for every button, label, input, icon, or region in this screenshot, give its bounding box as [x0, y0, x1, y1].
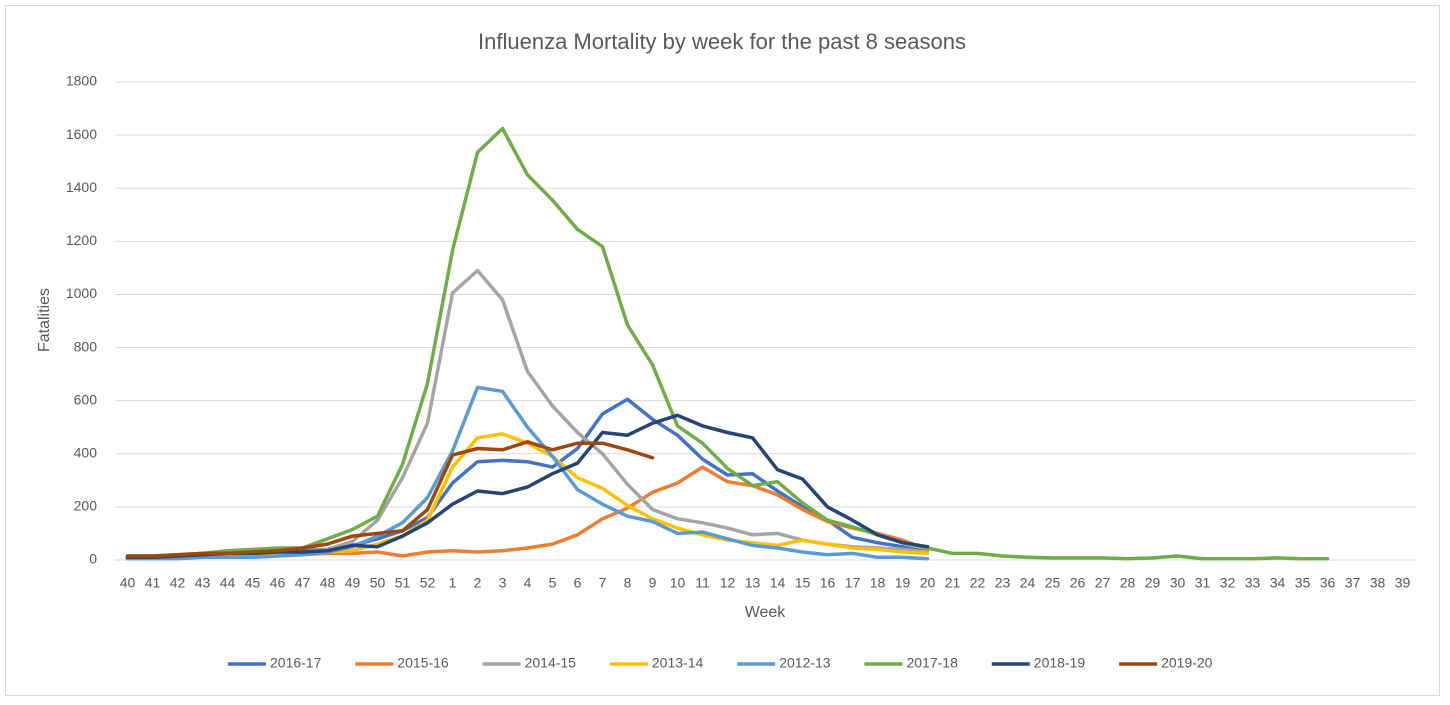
x-tick-label: 42 [170, 575, 186, 591]
x-tick-label: 48 [320, 575, 336, 591]
legend-label: 2015-16 [397, 655, 449, 671]
x-tick-label: 15 [795, 575, 811, 591]
x-tick-label: 31 [1195, 575, 1211, 591]
legend-label: 2017-18 [907, 655, 959, 671]
x-tick-label: 21 [945, 575, 961, 591]
x-tick-label: 39 [1395, 575, 1411, 591]
x-tick-label: 30 [1170, 575, 1186, 591]
legend-label: 2016-17 [270, 655, 322, 671]
legend-label: 2019-20 [1161, 655, 1213, 671]
x-tick-label: 1 [449, 575, 457, 591]
x-tick-label: 40 [120, 575, 136, 591]
x-tick-label: 19 [895, 575, 911, 591]
x-axis-label: Week [745, 604, 787, 621]
x-tick-label: 25 [1045, 575, 1061, 591]
y-tick-label: 0 [89, 551, 97, 567]
x-tick-label: 14 [770, 575, 786, 591]
x-tick-label: 11 [695, 575, 710, 591]
x-tick-label: 44 [220, 575, 236, 591]
x-tick-label: 17 [845, 575, 861, 591]
y-tick-label: 400 [74, 444, 98, 460]
x-tick-label: 6 [574, 575, 582, 591]
chart-title: Influenza Mortality by week for the past… [478, 29, 966, 54]
x-tick-label: 28 [1120, 575, 1136, 591]
x-tick-label: 33 [1245, 575, 1261, 591]
y-tick-label: 1200 [66, 232, 97, 248]
x-tick-label: 4 [524, 575, 532, 591]
x-tick-label: 46 [270, 575, 286, 591]
x-tick-label: 50 [370, 575, 386, 591]
y-tick-label: 1400 [66, 179, 97, 195]
x-tick-label: 41 [145, 575, 161, 591]
x-tick-label: 49 [345, 575, 361, 591]
x-tick-label: 34 [1270, 575, 1286, 591]
x-tick-label: 35 [1295, 575, 1311, 591]
y-tick-label: 200 [74, 498, 98, 514]
x-tick-label: 38 [1370, 575, 1386, 591]
chart-border [5, 5, 1440, 696]
legend-label: 2012-13 [779, 655, 831, 671]
x-tick-label: 32 [1220, 575, 1236, 591]
legend-label: 2014-15 [525, 655, 577, 671]
x-tick-label: 9 [649, 575, 657, 591]
x-tick-label: 18 [870, 575, 886, 591]
x-tick-label: 12 [720, 575, 736, 591]
x-tick-label: 8 [624, 575, 632, 591]
series-line [125, 126, 1330, 561]
x-tick-label: 3 [499, 575, 507, 591]
x-tick-label: 27 [1095, 575, 1111, 591]
x-tick-label: 36 [1320, 575, 1336, 591]
legend-label: 2013-14 [652, 655, 704, 671]
y-tick-label: 1600 [66, 126, 97, 142]
x-tick-label: 10 [670, 575, 686, 591]
series-line [125, 440, 655, 558]
x-tick-label: 5 [549, 575, 557, 591]
legend-label: 2018-19 [1034, 655, 1086, 671]
x-tick-label: 52 [420, 575, 436, 591]
x-tick-label: 37 [1345, 575, 1361, 591]
x-tick-label: 23 [995, 575, 1011, 591]
x-tick-label: 2 [474, 575, 482, 591]
x-tick-label: 43 [195, 575, 211, 591]
series-line [125, 385, 930, 561]
x-tick-label: 7 [599, 575, 607, 591]
x-tick-label: 29 [1145, 575, 1161, 591]
x-tick-label: 22 [970, 575, 986, 591]
x-tick-label: 16 [820, 575, 836, 591]
y-tick-label: 800 [74, 338, 98, 354]
x-tick-label: 51 [395, 575, 411, 591]
y-tick-label: 600 [74, 391, 98, 407]
y-tick-label: 1800 [66, 73, 97, 89]
y-tick-label: 1000 [66, 285, 97, 301]
x-tick-label: 26 [1070, 575, 1086, 591]
x-tick-label: 24 [1020, 575, 1036, 591]
y-axis-label: Fatalities [36, 288, 53, 352]
x-tick-label: 20 [920, 575, 936, 591]
x-tick-label: 45 [245, 575, 261, 591]
x-tick-label: 13 [745, 575, 761, 591]
x-tick-label: 47 [295, 575, 311, 591]
